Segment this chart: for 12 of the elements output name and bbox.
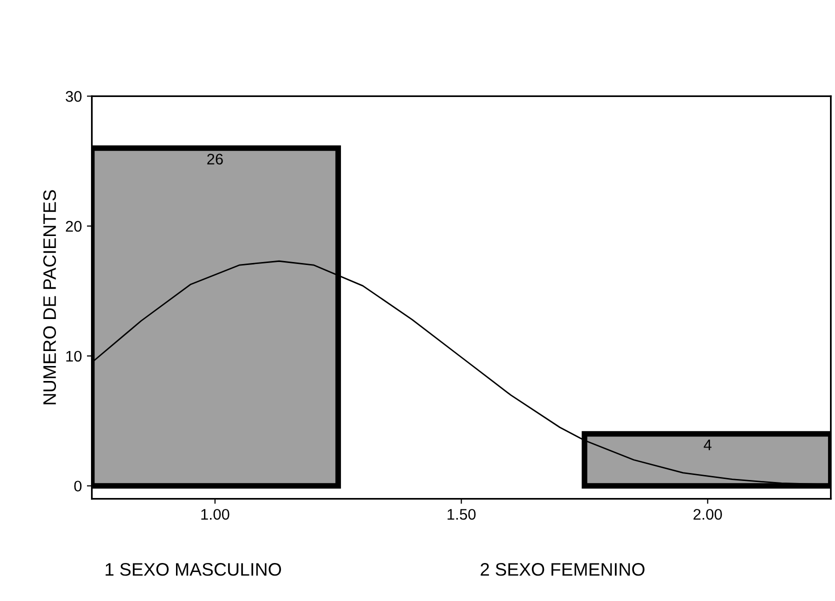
x-tick-label: 1.50 xyxy=(448,508,476,520)
y-axis-title: NUMERO DE PACIENTES xyxy=(43,190,56,404)
x-tick-label: 2.00 xyxy=(694,508,722,520)
text: 1 SEXO MASCULINO xyxy=(106,563,282,576)
data-label: 4 xyxy=(704,440,712,450)
y-tick-label: 0 xyxy=(74,480,82,492)
x-tick-label: 1.00 xyxy=(201,508,230,520)
data-label: 26 xyxy=(207,154,223,165)
y-tick-label: 30 xyxy=(66,91,82,102)
y-tick-label: 10 xyxy=(66,350,82,362)
text: 2 SEXO FEMENINO xyxy=(480,563,644,576)
y-tick-label: 20 xyxy=(66,220,82,232)
